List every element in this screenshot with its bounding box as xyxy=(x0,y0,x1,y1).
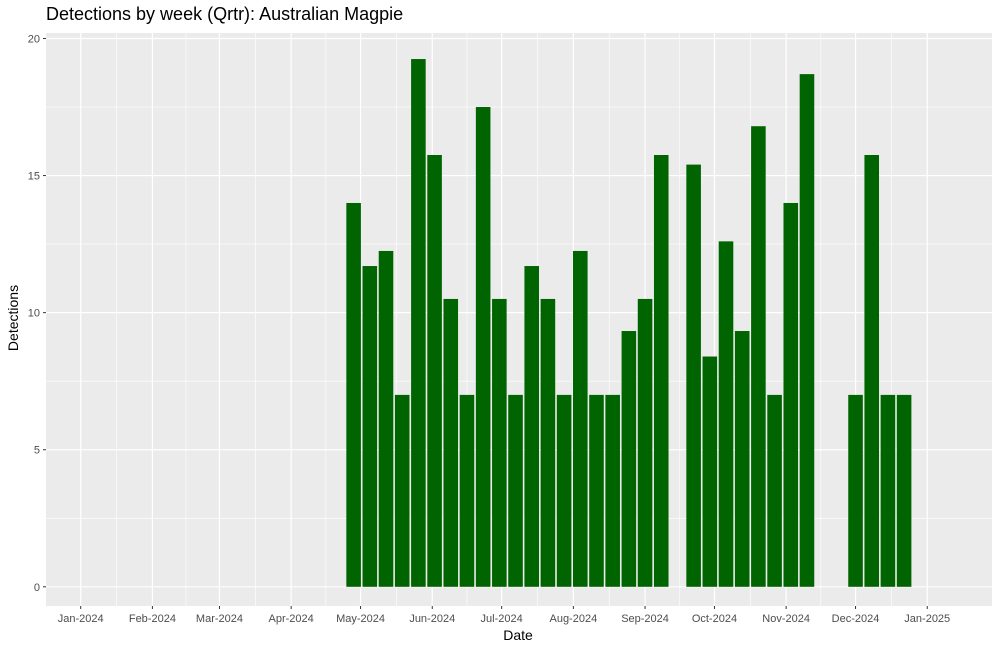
bars xyxy=(346,59,912,587)
y-tick-label: 15 xyxy=(28,171,40,183)
x-tick-label: Jan-2025 xyxy=(904,613,950,625)
y-axis-title: Detections xyxy=(5,285,21,351)
bar xyxy=(637,298,653,587)
bar xyxy=(686,164,701,587)
bar xyxy=(848,394,863,587)
bar xyxy=(864,155,880,587)
bar xyxy=(427,155,442,587)
bar xyxy=(394,394,410,587)
y-axis: 0 5 10 15 20 xyxy=(28,33,46,594)
bar xyxy=(702,356,718,587)
x-tick-label: Apr-2024 xyxy=(269,613,314,625)
bar xyxy=(346,202,361,587)
y-tick-label: 10 xyxy=(28,308,40,320)
x-tick-label: May-2024 xyxy=(336,613,385,625)
bar xyxy=(589,394,604,587)
bar xyxy=(653,155,669,587)
bar xyxy=(524,266,540,587)
bar xyxy=(880,394,896,587)
x-axis-title: Date xyxy=(503,627,533,643)
bar xyxy=(475,107,491,587)
bar xyxy=(443,298,459,587)
bar xyxy=(734,331,750,587)
x-tick-label: Jun-2024 xyxy=(409,613,455,625)
bar xyxy=(751,126,766,587)
bar xyxy=(896,394,912,587)
x-tick-label: Aug-2024 xyxy=(549,613,597,625)
y-tick-label: 5 xyxy=(34,445,40,457)
x-tick-label: Oct-2024 xyxy=(692,613,737,625)
bar xyxy=(799,74,815,587)
bar xyxy=(573,250,588,587)
x-tick-label: Jul-2024 xyxy=(481,613,523,625)
y-tick-label: 20 xyxy=(28,33,40,45)
bar xyxy=(783,202,799,587)
x-tick-label: Feb-2024 xyxy=(129,613,176,625)
y-tick-label: 0 xyxy=(34,582,40,594)
x-tick-label: Jan-2024 xyxy=(58,613,104,625)
bar xyxy=(378,250,394,587)
chart-title: Detections by week (Qrtr): Australian Ma… xyxy=(46,4,403,24)
x-tick-label: Dec-2024 xyxy=(832,613,880,625)
bar xyxy=(362,266,378,587)
x-axis: Jan-2024 Feb-2024 Mar-2024 Apr-2024 May-2024… xyxy=(58,606,950,625)
bar xyxy=(459,394,475,587)
bar xyxy=(540,298,556,587)
x-tick-label: Mar-2024 xyxy=(196,613,243,625)
bar xyxy=(621,331,637,587)
bar xyxy=(508,394,523,587)
bar xyxy=(556,394,572,587)
bar xyxy=(492,298,507,587)
bar xyxy=(605,394,620,587)
bar xyxy=(411,59,426,587)
x-tick-label: Nov-2024 xyxy=(762,613,810,625)
bar xyxy=(767,394,782,587)
x-tick-label: Sep-2024 xyxy=(621,613,669,625)
bar xyxy=(718,241,734,587)
